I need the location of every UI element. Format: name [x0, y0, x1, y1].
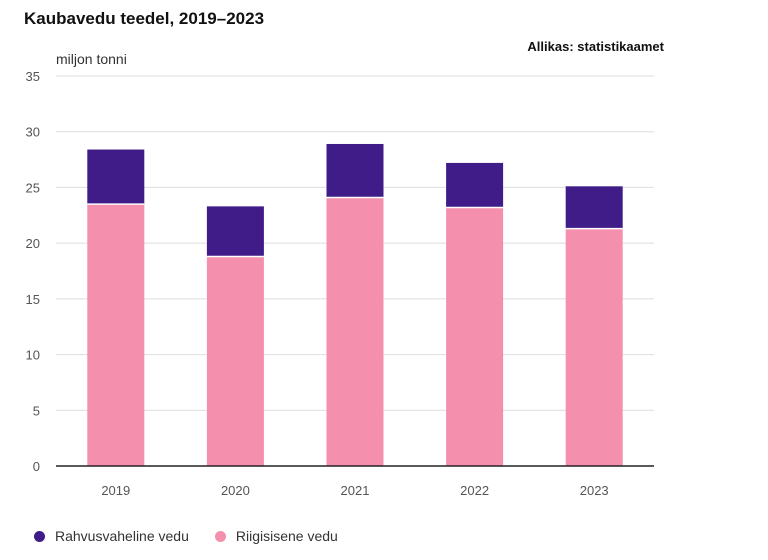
legend-swatch-domestic	[214, 530, 226, 542]
bar-international	[565, 186, 623, 229]
legend-label-domestic: Riigisisene vedu	[235, 528, 338, 544]
x-tick-label: 2020	[221, 483, 250, 498]
y-tick-label: 35	[26, 69, 40, 84]
x-tick-label: 2023	[580, 483, 609, 498]
bar-domestic	[206, 256, 264, 466]
bar-domestic	[446, 207, 504, 466]
y-tick-label: 30	[26, 125, 40, 140]
legend: Rahvusvaheline vedu Riigisisene vedu	[34, 528, 364, 544]
legend-swatch-international	[34, 530, 45, 542]
y-tick-label: 25	[26, 180, 40, 195]
x-tick-label: 2021	[341, 483, 370, 498]
bar-domestic	[565, 228, 623, 466]
legend-label-international: Rahvusvaheline vedu	[55, 528, 189, 544]
x-tick-label: 2022	[460, 483, 489, 498]
bar-domestic	[87, 204, 145, 466]
y-tick-label: 5	[33, 403, 40, 418]
y-tick-label: 15	[26, 292, 40, 307]
chart-source: Allikas: statistikaamet	[527, 39, 664, 54]
chart-title: Kaubavedu teedel, 2019–2023	[24, 9, 265, 28]
bar-international	[87, 149, 145, 205]
bar-international	[446, 162, 504, 208]
y-axis-unit-label: miljon tonni	[56, 51, 127, 67]
bar-international	[326, 143, 384, 198]
legend-item-domestic: Riigisisene vedu	[214, 528, 338, 544]
bar-domestic	[326, 197, 384, 466]
bar-international	[206, 206, 264, 257]
y-tick-label: 0	[33, 459, 40, 474]
legend-item-international: Rahvusvaheline vedu	[34, 528, 189, 544]
x-tick-label: 2019	[101, 483, 130, 498]
y-tick-label: 10	[26, 348, 40, 363]
y-tick-label: 20	[26, 236, 40, 251]
